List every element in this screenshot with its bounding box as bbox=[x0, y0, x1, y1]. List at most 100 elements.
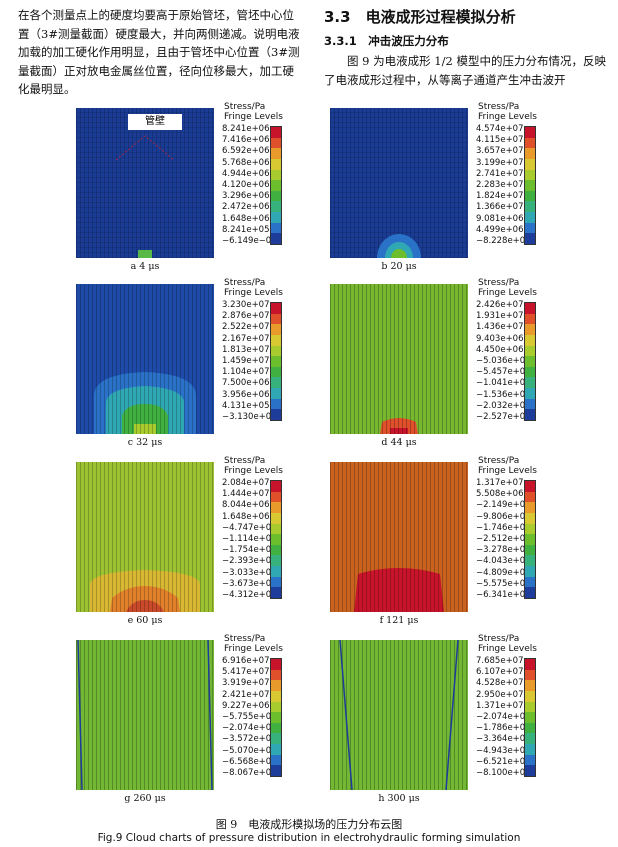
legend-level-value: 2.167e+07 bbox=[222, 333, 270, 344]
legend-level-value: −8.067e+07 bbox=[222, 767, 277, 778]
legend-level-value: 2.876e+07 bbox=[222, 311, 270, 322]
wave-front-lines bbox=[115, 135, 175, 258]
legend-level-value: 1.104e+07 bbox=[222, 367, 270, 378]
legend-level-value: −6.341e+07 bbox=[476, 589, 531, 600]
legend-level-value: 7.685e+07 bbox=[476, 656, 524, 666]
legend-level-value: 1.317e+07 bbox=[476, 478, 524, 488]
legend-level-value: 2.421e+07 bbox=[222, 689, 270, 700]
legend: Stress/Pa Fringe Levels 2.426e+07 1.931e+0… bbox=[476, 278, 576, 423]
color-scale-swatch bbox=[271, 127, 281, 138]
legend-title: Stress/Pa Fringe Levels bbox=[224, 634, 283, 654]
color-scale-swatch bbox=[525, 481, 535, 492]
legend-level-value: 2.472e+06 bbox=[222, 202, 270, 213]
color-scale-swatch bbox=[271, 148, 281, 159]
figure-caption-chinese: 图 9 电液成形模拟场的压力分布云图 bbox=[215, 818, 403, 831]
legend-level-value: 1.436e+07 bbox=[476, 322, 524, 333]
panel-e: Stress/Pa Fringe Levels 2.084e+07 1.444e+0… bbox=[76, 456, 318, 630]
color-scale-swatch bbox=[271, 744, 281, 755]
legend-level-value: 2.084e+07 bbox=[222, 478, 270, 488]
legend-level-value: 3.919e+07 bbox=[222, 678, 270, 689]
color-scale-swatch bbox=[525, 555, 535, 567]
legend-level-value: 4.120e+06 bbox=[222, 179, 270, 190]
color-scale-swatch bbox=[271, 680, 281, 691]
simulation-image bbox=[76, 462, 214, 612]
color-scale-bar bbox=[524, 480, 536, 600]
legend-title: Stress/Pa Fringe Levels bbox=[478, 278, 537, 298]
color-scale-swatch bbox=[271, 334, 281, 346]
color-scale-swatch bbox=[271, 701, 281, 713]
figure-caption-english: Fig.9 Cloud charts of pressure distribut… bbox=[97, 832, 521, 844]
legend-title: Stress/Pa Fringe Levels bbox=[224, 278, 283, 298]
legend-level-value: 4.499e+06 bbox=[476, 224, 524, 235]
legend-level-value: 1.366e+07 bbox=[476, 202, 524, 213]
body-column-right: 3.3 电液成形过程模拟分析 3.3.1 冲击波压力分布 图 9 为电液成形 1… bbox=[324, 6, 612, 89]
panel-caption: d 44 μs bbox=[381, 437, 417, 448]
simulation-image bbox=[76, 640, 214, 790]
legend-level-value: 1.371e+07 bbox=[476, 700, 524, 711]
panel-caption: c 32 μs bbox=[127, 437, 163, 448]
pressure-zone bbox=[90, 570, 200, 612]
color-scale-swatch bbox=[525, 180, 535, 191]
legend-level-value: 9.081e+06 bbox=[476, 213, 524, 224]
legend-level-value: 1.648e+06 bbox=[222, 511, 270, 522]
color-scale-swatch bbox=[271, 212, 281, 223]
legend-level-value: −4.809e+07 bbox=[476, 567, 531, 578]
legend-level-value: −5.036e+05 bbox=[476, 355, 531, 366]
color-scale-swatch bbox=[271, 754, 281, 766]
color-scale-bar bbox=[524, 302, 536, 422]
color-scale-swatch bbox=[525, 690, 535, 702]
legend: Stress/Pa Fringe Levels 6.916e+07 5.417e+0… bbox=[222, 634, 322, 779]
color-scale-swatch bbox=[525, 576, 535, 588]
legend-level-value: −5.457e+06 bbox=[476, 367, 531, 378]
legend-level-value: 4.528e+07 bbox=[476, 678, 524, 689]
panel-caption: b 20 μs bbox=[381, 261, 417, 272]
pressure-zone bbox=[94, 372, 196, 434]
color-scale-swatch bbox=[271, 733, 281, 745]
legend-level-value: 3.296e+06 bbox=[222, 191, 270, 202]
legend-level-value: −3.364e+07 bbox=[476, 734, 531, 745]
level-list: 6.916e+07 5.417e+07 3.919e+07 2.421e+07 9.22… bbox=[222, 656, 322, 779]
color-scale-swatch bbox=[525, 356, 535, 367]
color-scale-swatch bbox=[271, 491, 281, 503]
panel-caption: e 60 μs bbox=[127, 615, 163, 626]
color-scale-swatch bbox=[525, 366, 535, 378]
color-scale-swatch bbox=[271, 137, 281, 149]
color-scale-swatch bbox=[525, 566, 535, 577]
legend-title: Stress/Pa Fringe Levels bbox=[478, 456, 537, 476]
color-scale-swatch bbox=[525, 744, 535, 755]
legend: Stress/Pa Fringe Levels 4.574e+07 4.115e+0… bbox=[476, 102, 576, 247]
color-scale-swatch bbox=[525, 512, 535, 524]
color-scale-swatch bbox=[525, 659, 535, 670]
legend-level-value: 1.824e+07 bbox=[476, 191, 524, 202]
color-scale-swatch bbox=[525, 409, 535, 421]
level-list: 3.230e+07 2.876e+07 2.522e+07 2.167e+07 1.81… bbox=[222, 300, 322, 423]
legend-title: Stress/Pa Fringe Levels bbox=[224, 456, 283, 476]
tube-wall-label: 管壁 bbox=[128, 114, 182, 130]
legend-level-value: −2.527e+07 bbox=[476, 411, 531, 422]
color-scale-swatch bbox=[525, 534, 535, 545]
left-paragraph-text: 在各个测量点上的硬度均要高于原始管坯，管坯中心位置（3#测量截面）硬度最大，并向… bbox=[18, 8, 300, 96]
color-scale-swatch bbox=[271, 345, 281, 357]
simulation-image bbox=[330, 462, 468, 612]
legend-level-value: −8.228e+04 bbox=[476, 235, 531, 246]
legend-level-value: −2.393e+07 bbox=[222, 556, 277, 567]
right-paragraph-text: 图 9 为电液成形 1/2 模型中的压力分布情况，反映了电液成形过程中，从等离子… bbox=[324, 54, 606, 87]
color-scale-swatch bbox=[525, 491, 535, 503]
legend-title: Stress/Pa Fringe Levels bbox=[224, 102, 283, 122]
simulation-image bbox=[330, 284, 468, 434]
legend-level-value: 7.416e+06 bbox=[222, 135, 270, 146]
panel-caption: h 300 μs bbox=[378, 793, 420, 804]
legend-level-value: 6.107e+07 bbox=[476, 667, 524, 678]
level-list: 4.574e+07 4.115e+07 3.657e+07 3.199e+07 2.74… bbox=[476, 124, 576, 247]
simulation-image bbox=[330, 640, 468, 790]
legend-level-value: −6.149e−01 bbox=[222, 235, 277, 246]
legend-level-value: 4.131e+05 bbox=[222, 400, 270, 411]
legend-level-value: −2.074e+07 bbox=[222, 723, 277, 734]
panel-d: Stress/Pa Fringe Levels 2.426e+07 1.931e+0… bbox=[330, 278, 572, 452]
color-scale-swatch bbox=[525, 502, 535, 513]
panel-h: Stress/Pa Fringe Levels 7.685e+07 6.107e+0… bbox=[330, 634, 572, 808]
legend-level-value: 7.500e+06 bbox=[222, 378, 270, 389]
color-scale-bar bbox=[270, 302, 282, 422]
panel-f: Stress/Pa Fringe Levels 1.317e+07 5.508e+0… bbox=[330, 456, 572, 630]
color-scale-swatch bbox=[271, 377, 281, 389]
